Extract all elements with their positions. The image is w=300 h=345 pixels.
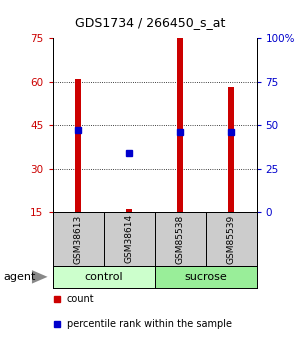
Bar <box>52 266 154 288</box>
Text: percentile rank within the sample: percentile rank within the sample <box>67 319 232 329</box>
Bar <box>126 209 132 212</box>
Text: GSM38614: GSM38614 <box>124 214 134 264</box>
Text: count: count <box>67 294 94 304</box>
Bar <box>154 212 206 266</box>
Text: GSM85538: GSM85538 <box>176 214 184 264</box>
Text: agent: agent <box>3 272 35 282</box>
Bar <box>228 87 234 212</box>
Bar <box>52 212 104 266</box>
Bar <box>154 266 256 288</box>
Polygon shape <box>32 270 47 284</box>
Text: GDS1734 / 266450_s_at: GDS1734 / 266450_s_at <box>75 16 225 29</box>
Bar <box>103 212 154 266</box>
Text: GSM85539: GSM85539 <box>226 214 236 264</box>
Bar <box>177 38 183 212</box>
Text: control: control <box>84 272 123 282</box>
Text: GSM38613: GSM38613 <box>74 214 82 264</box>
Bar <box>75 79 81 212</box>
Text: sucrose: sucrose <box>184 272 227 282</box>
Bar <box>206 212 256 266</box>
